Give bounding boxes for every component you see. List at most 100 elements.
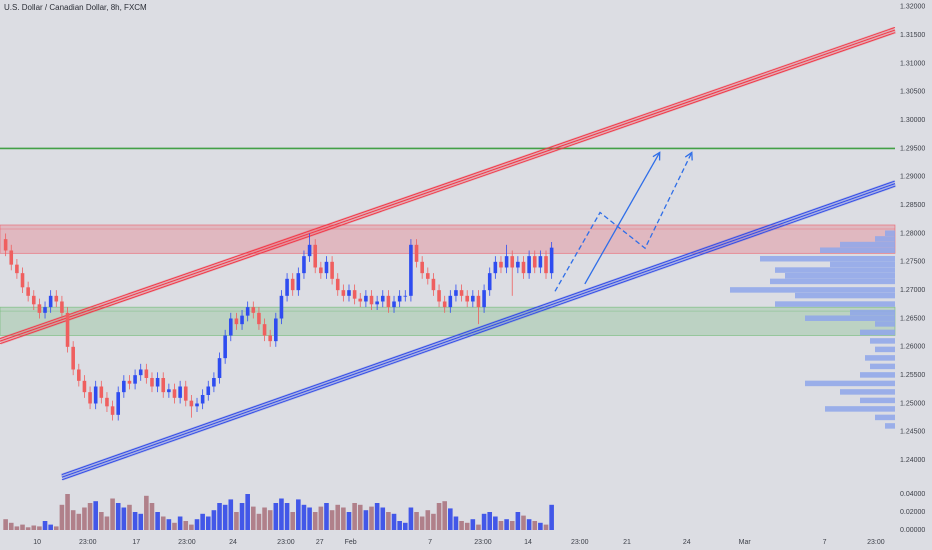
candle-body [335,278,340,291]
projection-arrow [554,152,693,292]
volume-profile-row [775,301,895,307]
volume-bar [273,503,279,530]
y-tick-label: 1.27000 [900,287,925,294]
volume-bar [290,512,296,530]
y-tick-label: 1.29500 [900,145,925,152]
candle-body [93,386,98,404]
arrow-head [684,151,693,161]
candle-body [358,298,363,302]
candle-body [285,278,289,296]
candle-body [150,377,154,387]
volume-bar [42,521,48,530]
volume-profile-row [805,315,895,321]
volume-bar [408,507,414,530]
y-tick-label: 1.25500 [900,372,925,379]
candle-body [122,380,126,393]
candle-body [403,295,408,297]
volume-bar [335,504,341,530]
volume-profile-row [875,414,895,421]
candle-body [138,369,143,376]
volume-profile-row [795,292,895,299]
candle-body [431,278,436,291]
candle-body [251,307,256,313]
volume-bar [234,512,239,530]
volume-bar [436,503,442,530]
volume-profile-row [885,230,895,236]
candle-body [302,256,306,274]
candle-body [538,256,543,268]
volume-bar [324,503,329,530]
x-tick-label: 24 [229,539,237,546]
volume-bar [239,503,245,530]
candle-body [110,406,115,415]
y2-tick-label: 0.02000 [900,509,925,516]
volume-bar [121,507,127,530]
y-tick-label: 1.32000 [900,4,925,11]
candle-body [48,295,53,308]
y-tick-label: 1.28500 [900,202,925,209]
volume-bar [391,513,397,530]
volume-profile-row [870,363,895,370]
volume-bar [132,512,138,530]
volume-bar [211,510,217,530]
volume-bar [48,524,53,530]
volume-bar [166,519,172,530]
volume-bar [419,516,425,530]
candle-body [183,386,188,401]
volume-bar [532,521,538,530]
volume-bar [357,504,363,530]
volume-bar [487,512,493,530]
volume-profile-row [875,236,895,242]
volume-bar [53,526,59,530]
candle-body [77,369,81,381]
candle-body [3,239,8,251]
channel-line [61,183,896,478]
volume-bar [262,507,267,530]
candle-body [71,346,75,370]
candle-body [364,295,368,302]
candle-body [482,290,486,308]
volume-bar [363,510,369,530]
candle-body [172,389,177,398]
volume-bar [37,526,42,530]
x-tick-label: Feb [345,539,357,546]
volume-profile-row [730,287,895,293]
volume-bar [149,503,155,530]
x-tick-label: Mar [739,539,752,546]
candle-body [105,397,109,407]
candle-body [425,273,430,279]
candle-body [116,392,121,415]
volume-bar [521,515,526,530]
x-tick-label: 23:00 [474,539,492,546]
candle-body [544,256,548,274]
volume-bar [160,516,166,530]
volume-bar [504,519,509,530]
x-tick-label: 21 [623,539,631,546]
projection-arrow [584,152,661,285]
y-tick-label: 1.31500 [900,32,925,39]
candle-body [420,261,424,274]
volume-bar [31,525,37,530]
candle-body [386,295,391,308]
volume-bar [318,506,324,530]
volume-bar [459,521,464,530]
volume-bar [267,510,273,530]
volume-bar [222,504,228,530]
candle-body [178,386,182,398]
candle-body [437,290,441,302]
volume-profile-row [875,346,895,353]
volume-bar [402,522,408,530]
volume-bar [76,513,82,530]
candle-body [380,295,385,302]
volume-bar [493,516,498,530]
arrow-head [652,151,661,161]
volume-bar [200,513,205,530]
candle-body [487,273,492,291]
candle-body [274,318,278,342]
candle-body [54,295,59,302]
candle-body [60,301,64,313]
volume-bar [189,524,194,530]
volume-profile-row [860,329,895,336]
candle-body [31,295,36,305]
candle-body [167,389,171,393]
